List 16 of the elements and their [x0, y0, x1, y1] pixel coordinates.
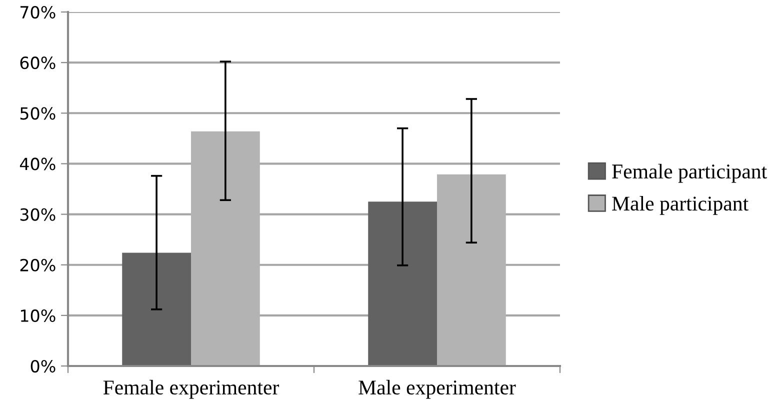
y-tick-label: 70% — [20, 6, 56, 19]
y-tick-label: 20% — [20, 258, 56, 272]
bar — [437, 174, 506, 366]
legend-label: Male participant — [612, 196, 748, 215]
y-tick-label: 0% — [30, 360, 56, 373]
y-tick-label: 40% — [20, 158, 56, 170]
bar — [122, 252, 191, 366]
x-tick-label: Female experimenter — [103, 380, 280, 399]
y-tick-label: 10% — [20, 309, 56, 322]
bar — [368, 202, 437, 366]
legend-label: Female participant — [612, 164, 767, 183]
x-tick-label: Male experimenter — [358, 380, 516, 399]
y-tick-label: 30% — [20, 208, 56, 221]
bar — [191, 131, 260, 366]
y-tick-label: 50% — [20, 107, 56, 120]
y-tick-label: 60% — [20, 56, 56, 70]
